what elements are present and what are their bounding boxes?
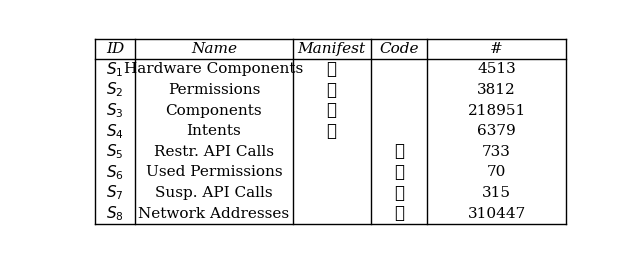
Text: Restr. API Calls: Restr. API Calls <box>154 145 274 159</box>
Text: ✓: ✓ <box>394 185 404 201</box>
Text: 733: 733 <box>482 145 511 159</box>
Text: ✓: ✓ <box>326 123 337 140</box>
Text: Used Permissions: Used Permissions <box>145 165 282 179</box>
Text: ✓: ✓ <box>326 82 337 99</box>
Text: 218951: 218951 <box>467 104 525 118</box>
Text: ✓: ✓ <box>326 102 337 119</box>
Text: Components: Components <box>166 104 262 118</box>
Text: Susp. API Calls: Susp. API Calls <box>155 186 273 200</box>
Text: ID: ID <box>106 42 124 56</box>
Text: $S_3$: $S_3$ <box>106 101 124 120</box>
Text: #: # <box>490 42 503 56</box>
Text: ✓: ✓ <box>394 164 404 181</box>
Text: 4513: 4513 <box>477 62 516 77</box>
Text: $S_8$: $S_8$ <box>106 204 124 223</box>
Text: ✓: ✓ <box>394 205 404 222</box>
Text: $S_7$: $S_7$ <box>106 184 124 202</box>
Text: $S_4$: $S_4$ <box>106 122 124 141</box>
Text: 70: 70 <box>487 165 506 179</box>
Text: Intents: Intents <box>186 124 241 138</box>
Text: $S_6$: $S_6$ <box>106 163 124 182</box>
Text: $S_2$: $S_2$ <box>106 81 124 99</box>
Text: Name: Name <box>191 42 237 56</box>
Text: $S_1$: $S_1$ <box>106 60 124 79</box>
Text: Code: Code <box>379 42 419 56</box>
Text: 315: 315 <box>482 186 511 200</box>
Text: 310447: 310447 <box>467 207 525 221</box>
Text: Permissions: Permissions <box>168 83 260 97</box>
Text: 6379: 6379 <box>477 124 516 138</box>
Text: $S_5$: $S_5$ <box>106 143 124 161</box>
Text: 3812: 3812 <box>477 83 516 97</box>
Text: ✓: ✓ <box>326 61 337 78</box>
Text: ✓: ✓ <box>394 143 404 160</box>
Text: Manifest: Manifest <box>298 42 365 56</box>
Text: Network Addresses: Network Addresses <box>138 207 289 221</box>
Text: Hardware Components: Hardware Components <box>124 62 303 77</box>
